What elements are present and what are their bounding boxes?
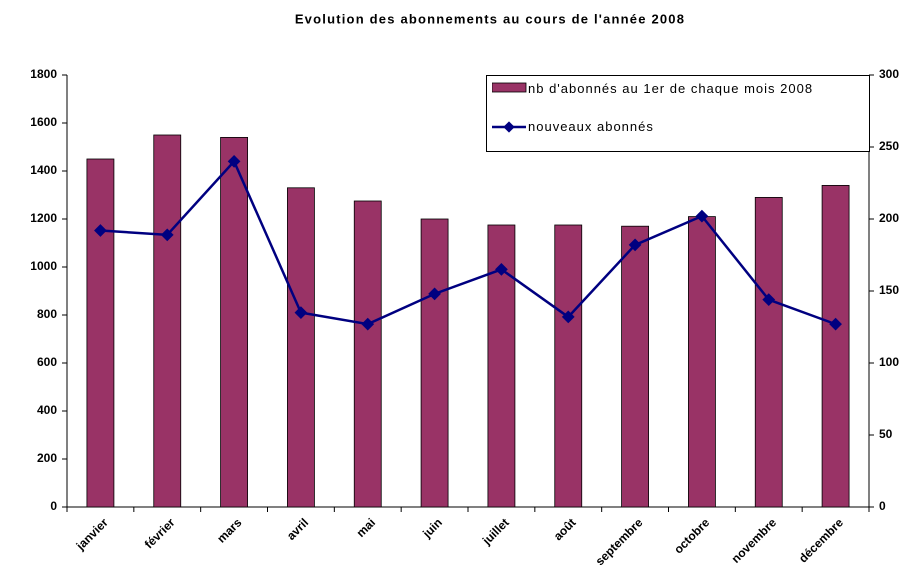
line (100, 159, 837, 326)
point (227, 155, 241, 168)
x-tick-label: août (551, 515, 579, 543)
x-tick-label: septembre (593, 515, 646, 568)
y2-tick-label: 300 (879, 67, 899, 81)
bar (821, 184, 850, 508)
y2-tick-label: 100 (879, 355, 899, 369)
y-tick-label: 1600 (30, 115, 57, 129)
y2-tick-label: 200 (879, 211, 899, 225)
bar (86, 158, 115, 508)
y2-tick-label: 250 (879, 139, 899, 153)
legend-swatch (492, 121, 526, 133)
x-tick-label: octobre (671, 515, 712, 556)
y2-tick-label: 50 (879, 427, 893, 441)
y-tick-label: 1800 (30, 67, 57, 81)
point (361, 317, 375, 331)
legend-label: nouveaux abonnés (528, 119, 654, 134)
y-tick-label: 200 (37, 451, 57, 465)
x-tick-label: décembre (796, 515, 846, 565)
legend-label: nb d'abonnés au 1er de chaque mois 2008 (528, 81, 814, 96)
x-tick-label: avril (284, 515, 311, 542)
legend-item: nouveaux abonnés (492, 120, 828, 134)
x-tick-label: novembre (729, 515, 780, 566)
x-tick-label: janvier (73, 515, 111, 553)
legend-item: nb d'abonnés au 1er de chaque mois 2008 (492, 82, 828, 96)
x-tick-label: juin (419, 515, 445, 541)
y2-tick-label: 0 (879, 499, 886, 513)
legend-swatch (492, 82, 527, 93)
bar (153, 134, 182, 508)
legend: nb d'abonnés au 1er de chaque mois 2008 … (486, 75, 870, 152)
x-tick-label: mai (354, 515, 379, 540)
legend-marker (503, 121, 515, 133)
bar (353, 200, 382, 508)
x-tick-label: février (142, 515, 178, 551)
y-tick-label: 1000 (30, 259, 57, 273)
bar (688, 216, 716, 508)
point (428, 287, 441, 301)
point (495, 263, 508, 276)
bar (754, 196, 783, 508)
bar (554, 224, 583, 508)
bar (420, 218, 449, 508)
bar (621, 225, 649, 508)
point (160, 228, 174, 242)
y2-tick-label: 150 (879, 283, 899, 297)
y-tick-label: 800 (37, 307, 57, 321)
point (94, 224, 107, 237)
legend-bar (492, 82, 527, 93)
point (294, 306, 308, 319)
bar (220, 136, 248, 508)
y-tick-label: 1400 (30, 163, 57, 177)
y-tick-label: 1200 (30, 211, 57, 225)
y-tick-label: 400 (37, 403, 57, 417)
bar (287, 187, 315, 508)
y-tick-label: 600 (37, 355, 57, 369)
x-tick-label: juillet (479, 515, 512, 548)
chart-title: Evolution des abonnements au cours de l'… (295, 11, 685, 26)
y-tick-label: 0 (50, 499, 57, 513)
x-tick-label: mars (214, 515, 244, 545)
